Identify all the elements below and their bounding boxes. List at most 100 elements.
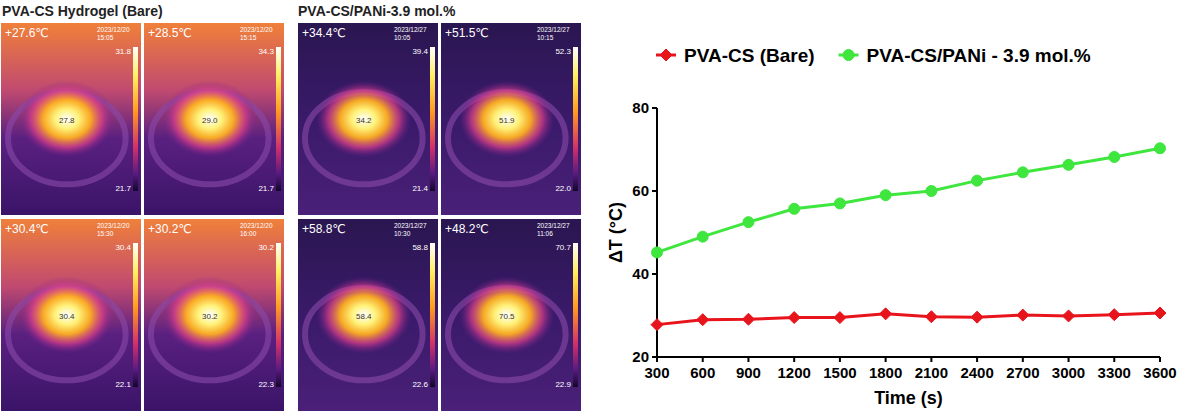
image-background xyxy=(1,219,141,411)
x-tick-label: 3300 xyxy=(1098,364,1131,381)
thermal-image: +51.5℃2023/12/2710:1552.322.051.9 xyxy=(441,23,581,215)
data-point xyxy=(742,313,754,325)
time: 10:30 xyxy=(394,230,411,237)
scale-max: 34.3 xyxy=(258,47,274,56)
image-background xyxy=(144,23,284,215)
hot-spot xyxy=(316,81,411,158)
x-tick-label: 2100 xyxy=(915,364,948,381)
x-tick xyxy=(656,357,658,362)
thermal-image: +28.5℃2023/12/2015:1534.321.729.0 xyxy=(144,23,284,215)
temp-reading: +48.2℃ xyxy=(445,222,489,236)
series-line xyxy=(657,148,1160,252)
scale-min: 22.6 xyxy=(412,380,428,389)
y-tick-label: 40 xyxy=(632,265,649,282)
x-tick xyxy=(1022,357,1024,362)
y-tick xyxy=(652,273,657,275)
x-tick-label: 2400 xyxy=(960,364,993,381)
date: 2023/12/27 xyxy=(537,26,570,33)
data-point xyxy=(1017,167,1028,178)
data-point xyxy=(697,314,709,326)
scale-max: 31.8 xyxy=(115,47,131,56)
image-background xyxy=(1,23,141,215)
temp-reading: +34.4℃ xyxy=(302,26,346,40)
scale-min: 22.1 xyxy=(115,380,131,389)
image-background xyxy=(441,23,581,215)
date: 2023/12/27 xyxy=(537,222,570,229)
y-tick-label: 60 xyxy=(632,182,649,199)
colorbar xyxy=(430,243,435,387)
time: 15:30 xyxy=(97,230,114,237)
time: 11:06 xyxy=(537,230,553,237)
data-point xyxy=(1154,307,1166,319)
spot-reading: 27.8 xyxy=(59,116,75,125)
x-tick xyxy=(839,357,841,362)
panel-header: PVA-CS Hydrogel (Bare) xyxy=(2,3,163,19)
hot-spot xyxy=(162,277,257,354)
thermal-image: +30.2℃2023/12/2016:0030.222.330.2 xyxy=(144,219,284,411)
hot-spot xyxy=(316,277,411,354)
hot-spot xyxy=(459,81,554,158)
data-point xyxy=(926,186,937,197)
y-axis-title: ΔT (°C) xyxy=(606,202,626,263)
x-tick xyxy=(930,357,932,362)
image-background xyxy=(298,23,438,215)
colorbar xyxy=(573,47,578,191)
scale-max: 58.8 xyxy=(412,243,428,252)
data-point xyxy=(789,203,800,214)
x-tick-label: 600 xyxy=(690,364,715,381)
scale-min: 22.0 xyxy=(555,184,571,193)
time: 15:05 xyxy=(97,34,114,41)
thermal-image: +58.8℃2023/12/2710:3058.822.658.4 xyxy=(298,219,438,411)
scale-min: 21.4 xyxy=(412,184,428,193)
x-tick-label: 1500 xyxy=(823,364,856,381)
x-axis xyxy=(657,356,1160,358)
x-tick xyxy=(1068,357,1070,362)
time: 16:00 xyxy=(240,230,257,237)
time: 10:05 xyxy=(394,34,411,41)
data-point xyxy=(925,311,937,323)
thermal-image: +34.4℃2023/12/2710:0539.421.434.2 xyxy=(298,23,438,215)
data-point xyxy=(880,190,891,201)
data-point xyxy=(788,312,800,324)
colorbar xyxy=(276,47,281,191)
x-tick xyxy=(885,357,887,362)
data-point xyxy=(1063,310,1075,322)
colorbar xyxy=(430,47,435,191)
data-point xyxy=(1155,143,1166,154)
colorbar xyxy=(133,47,138,191)
scale-min: 22.3 xyxy=(258,380,274,389)
y-tick-label: 80 xyxy=(632,99,649,116)
x-tick xyxy=(702,357,704,362)
x-tick-label: 300 xyxy=(644,364,669,381)
date: 2023/12/27 xyxy=(394,26,427,33)
spot-reading: 30.2 xyxy=(202,312,218,321)
x-tick xyxy=(793,357,795,362)
temp-reading: +30.4℃ xyxy=(5,222,49,236)
figure: PVA-CS Hydrogel (Bare) PVA-CS/PANi-3.9 mo… xyxy=(0,0,1199,414)
data-point xyxy=(651,319,663,331)
data-point xyxy=(1063,159,1074,170)
x-tick xyxy=(1159,357,1161,362)
x-tick-label: 1800 xyxy=(869,364,902,381)
x-tick xyxy=(976,357,978,362)
thermal-image: +27.6℃2023/12/2015:0531.821.727.8 xyxy=(1,23,141,215)
legend-label: PVA-CS (Bare) xyxy=(684,45,815,66)
time: 10:15 xyxy=(537,34,554,41)
legend-marker xyxy=(843,50,854,61)
scale-max: 30.4 xyxy=(115,243,131,252)
data-point xyxy=(880,308,892,320)
scale-max: 70.7 xyxy=(555,243,571,252)
temp-reading: +28.5℃ xyxy=(148,26,192,40)
image-background xyxy=(298,219,438,411)
hot-spot xyxy=(459,277,554,354)
series-line xyxy=(657,313,1160,325)
y-tick-label: 20 xyxy=(632,348,649,365)
panel-header: PVA-CS/PANi-3.9 mol.% xyxy=(298,3,456,19)
temp-reading: +30.2℃ xyxy=(148,222,192,236)
chart: 2040608030060090012001500180021002400270… xyxy=(606,45,1177,408)
thermal-image: +30.4℃2023/12/2015:3030.422.130.4 xyxy=(1,219,141,411)
spot-reading: 51.9 xyxy=(499,116,515,125)
data-point xyxy=(697,231,708,242)
y-tick xyxy=(652,107,657,109)
data-point xyxy=(1108,309,1120,321)
